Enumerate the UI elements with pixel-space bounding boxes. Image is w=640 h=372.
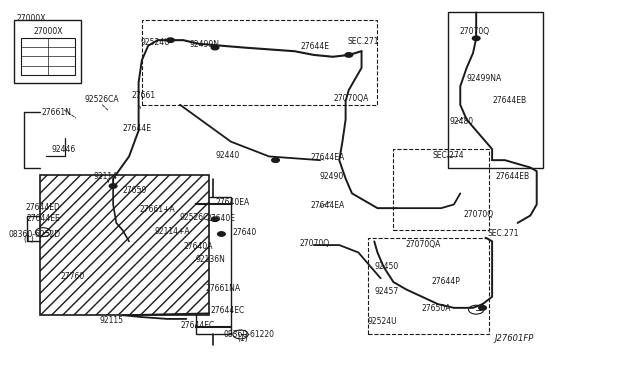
Text: 27650A: 27650A (421, 304, 451, 313)
Text: 27640: 27640 (233, 228, 257, 237)
Text: 92490: 92490 (319, 172, 344, 181)
Text: 27070Q: 27070Q (460, 27, 490, 36)
Text: 92526C: 92526C (179, 213, 209, 222)
Bar (368, 238, 489, 334)
Text: 92499N: 92499N (189, 41, 220, 49)
Text: 27640E: 27640E (207, 214, 236, 223)
Bar (196, 197, 231, 334)
Text: 08360-6252D: 08360-6252D (9, 230, 61, 239)
Text: 92524U: 92524U (368, 317, 397, 326)
Bar (20, 38, 75, 75)
Text: 92136N: 92136N (196, 254, 225, 264)
Circle shape (211, 45, 219, 50)
Text: 27070Q: 27070Q (463, 210, 493, 219)
Text: 27070QA: 27070QA (406, 240, 441, 249)
Text: 27644E: 27644E (301, 42, 330, 51)
Text: 27000X: 27000X (16, 13, 45, 22)
Text: SEC.271: SEC.271 (488, 229, 519, 238)
Text: 27070Q: 27070Q (300, 239, 330, 248)
Bar (394, 149, 489, 230)
Text: 27644P: 27644P (432, 277, 461, 286)
Text: 92524U: 92524U (141, 38, 171, 46)
Text: 27650: 27650 (122, 186, 147, 195)
Bar (40, 175, 209, 315)
Text: 27070QA: 27070QA (333, 94, 369, 103)
Text: J27601FP: J27601FP (494, 334, 534, 343)
Text: 92114: 92114 (93, 172, 118, 181)
Text: 92499NA: 92499NA (467, 74, 502, 83)
Bar (447, 13, 543, 167)
Text: (1): (1) (237, 334, 248, 343)
Circle shape (218, 232, 225, 236)
Text: 92114+A: 92114+A (154, 227, 190, 235)
Text: 27000X: 27000X (33, 27, 63, 36)
Text: 27644EC: 27644EC (211, 306, 245, 315)
Text: 27661+A: 27661+A (140, 205, 175, 215)
Circle shape (211, 217, 219, 221)
Text: 92115: 92115 (99, 316, 124, 325)
Text: 27644ED: 27644ED (26, 203, 61, 212)
Text: (1): (1) (23, 235, 34, 244)
Text: 27661NA: 27661NA (205, 284, 241, 293)
Text: 27640EA: 27640EA (215, 198, 250, 207)
Text: 08360-61220: 08360-61220 (223, 330, 275, 339)
Text: 92480: 92480 (449, 117, 474, 126)
Circle shape (345, 53, 353, 57)
Text: 27644EB: 27644EB (495, 172, 529, 181)
Text: SEC.271: SEC.271 (348, 37, 379, 46)
Text: 27644EA: 27644EA (310, 201, 345, 210)
Text: 27661N: 27661N (42, 108, 72, 117)
Text: 92450: 92450 (375, 262, 399, 271)
Circle shape (166, 38, 174, 42)
Text: 92526CA: 92526CA (85, 95, 120, 104)
Circle shape (479, 306, 486, 310)
Text: 27661: 27661 (131, 91, 155, 100)
Text: 27644EB: 27644EB (493, 96, 527, 105)
Circle shape (472, 36, 480, 41)
Text: 27644E: 27644E (123, 124, 152, 133)
Text: SEC.274: SEC.274 (433, 151, 465, 160)
Bar (142, 20, 378, 105)
Text: 27644EA: 27644EA (310, 153, 345, 162)
Text: 27644EE: 27644EE (26, 214, 60, 223)
Circle shape (109, 184, 117, 188)
Text: 27760: 27760 (61, 272, 85, 281)
Text: 92457: 92457 (375, 287, 399, 296)
Bar (14, 20, 81, 83)
Circle shape (272, 158, 280, 162)
Text: 92446: 92446 (52, 145, 76, 154)
Text: 27640A: 27640A (183, 243, 212, 251)
Text: 92440: 92440 (216, 151, 240, 160)
Text: 27644EC: 27644EC (180, 321, 215, 330)
